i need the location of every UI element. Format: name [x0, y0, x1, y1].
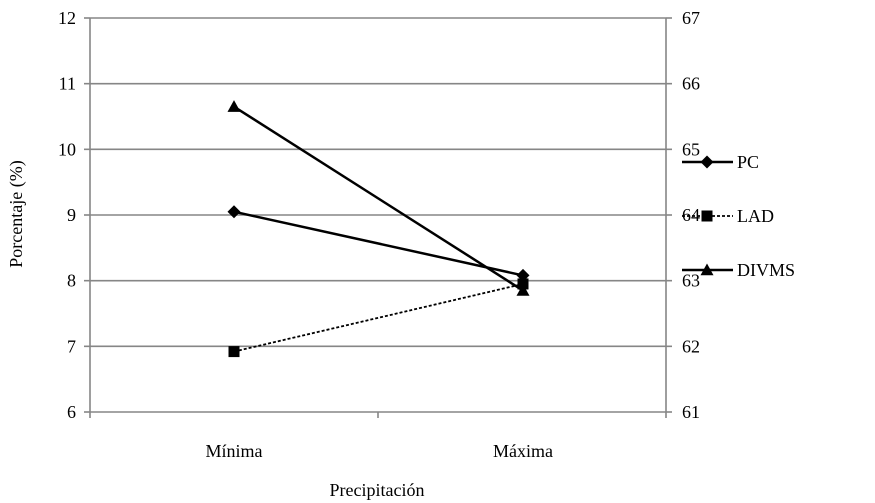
legend-marker-pc — [700, 155, 714, 169]
series-group — [227, 100, 530, 358]
y-axis-title: Porcentaje (%) — [6, 160, 27, 267]
legend: PC LAD DIVMS — [682, 152, 795, 280]
series-line-divms — [233, 105, 524, 292]
y2-tick-label: 65 — [682, 139, 700, 159]
y2-tick-label: 64 — [682, 205, 700, 225]
y2-tick-label: 61 — [682, 402, 700, 422]
y2-tick-label: 63 — [682, 271, 700, 291]
y-tick-label: 10 — [58, 139, 76, 159]
x-axis-title: Precipitación — [330, 480, 425, 500]
series-line-lad — [233, 283, 524, 353]
legend-label-pc: PC — [737, 152, 759, 172]
y-tick-label: 12 — [58, 8, 76, 28]
y-tick-label: 8 — [67, 271, 76, 291]
x-tick-label: Máxima — [493, 441, 553, 461]
legend-label-lad: LAD — [737, 206, 774, 226]
data-point-lad — [517, 278, 529, 290]
y-tick-label: 7 — [67, 336, 76, 356]
data-point-pc — [227, 205, 241, 219]
y-tick-label: 9 — [67, 205, 76, 225]
y2-tick-label: 67 — [682, 8, 700, 28]
tick-labels: 6 61 7 62 8 63 9 64 10 65 11 66 12 67 Mínima Máxima — [58, 8, 700, 461]
data-point-divms — [227, 100, 241, 112]
x-tick-label: Mínima — [206, 441, 263, 461]
data-point-lad — [228, 346, 240, 358]
series-line-pc — [233, 210, 524, 277]
legend-marker-divms — [700, 263, 714, 276]
gridlines — [90, 17, 666, 413]
y-tick-label: 6 — [67, 402, 76, 422]
y-tick-label: 11 — [59, 74, 76, 94]
y2-tick-label: 62 — [682, 336, 700, 356]
axes — [84, 17, 672, 418]
data-point-divms — [516, 284, 530, 296]
legend-marker-lad — [701, 210, 713, 222]
y2-tick-label: 66 — [682, 74, 700, 94]
legend-label-divms: DIVMS — [737, 260, 795, 280]
